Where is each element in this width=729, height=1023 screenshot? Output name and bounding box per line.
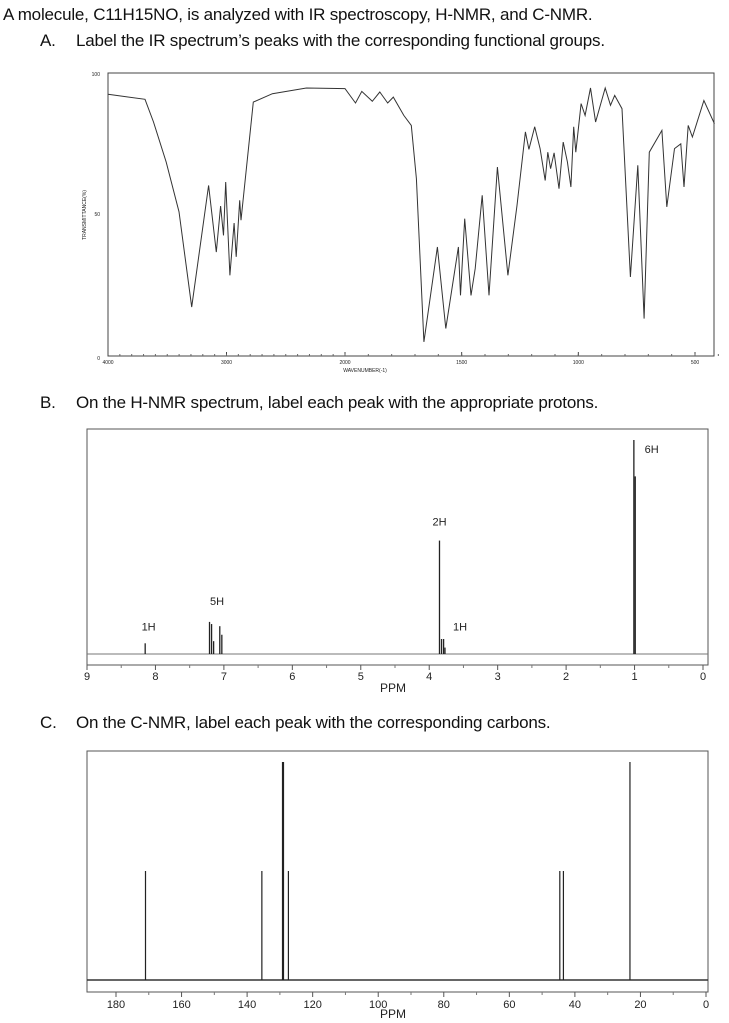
cnmr-xtick-label: 180 [107, 999, 125, 1011]
hnmr-xtick-label: 3 [495, 671, 501, 683]
cnmr-xtick-label: 20 [634, 999, 646, 1011]
ir-ytick-50: 50 [94, 212, 100, 218]
cnmr-plot-frame [86, 750, 709, 993]
ir-xtick-label: 4000 [102, 360, 113, 366]
question-c-text: On the C-NMR, label each peak with the c… [76, 713, 551, 732]
h-nmr-spectrum-chart: 9 8 7 6 5 4 3 2 1 0 1H 5H 2H 1H 6H PPM [84, 428, 709, 695]
cnmr-xtick-label: 40 [569, 999, 581, 1011]
cnmr-xtick-label: 80 [438, 999, 450, 1011]
hnmr-integration-label: 1H [453, 621, 467, 633]
hnmr-integration-label: 5H [210, 596, 224, 608]
question-b-text: On the H-NMR spectrum, label each peak w… [76, 393, 599, 412]
hnmr-plot-frame [86, 428, 709, 666]
ir-ylabel: TRANSMITTANCE(%) [82, 190, 88, 240]
cnmr-xtick-label: 160 [172, 999, 190, 1011]
question-a-letter: A. [40, 31, 56, 50]
hnmr-xtick-label: 8 [152, 671, 158, 683]
ir-xlabel: WAVENUMBER(-1) [343, 368, 387, 374]
ir-ytick-0: 0 [97, 356, 100, 362]
cnmr-xlabel: PPM [380, 1007, 406, 1021]
cnmr-xtick-label: 60 [503, 999, 515, 1011]
cnmr-xtick-label: 120 [303, 999, 321, 1011]
ir-xtick-label: 1000 [573, 360, 584, 366]
cnmr-xtick-label: 140 [238, 999, 256, 1011]
hnmr-xtick-label: 1 [631, 671, 637, 683]
hnmr-xlabel: PPM [380, 681, 406, 695]
question-b-letter: B. [40, 393, 56, 412]
hnmr-xtick-label: 7 [221, 671, 227, 683]
ir-spectrum-chart: 0 50 100 TRANSMITTANCE(%) WAVENUMBER(-1)… [82, 72, 719, 374]
question-a-text: Label the IR spectrum’s peaks with the c… [76, 31, 605, 50]
ir-xtick-label: 3000 [221, 360, 232, 366]
hnmr-integration-label: 6H [645, 444, 659, 456]
hnmr-integration-label: 2H [432, 517, 446, 529]
cnmr-xtick-label: 0 [703, 999, 709, 1011]
hnmr-xtick-label: 4 [426, 671, 432, 683]
ir-plot-frame [107, 72, 715, 357]
cnmr-xtick-label: 100 [369, 999, 387, 1011]
c-nmr-spectrum-chart: 180 160 140 120 100 80 60 40 20 0 PPM [86, 750, 709, 1021]
ir-xtick-label: 500 [691, 360, 700, 366]
ir-xtick-label: 2000 [339, 360, 350, 366]
hnmr-xtick-label: 2 [563, 671, 569, 683]
question-c-letter: C. [40, 713, 57, 732]
hnmr-xtick-label: 9 [84, 671, 90, 683]
hnmr-xtick-label: 6 [289, 671, 295, 683]
ir-spectrum-trace [107, 86, 715, 342]
ir-ytick-100: 100 [92, 72, 101, 78]
hnmr-xtick-label: 5 [358, 671, 364, 683]
hnmr-xtick-label: 0 [700, 671, 706, 683]
ir-xtick-label: 1500 [456, 360, 467, 366]
page-title: A molecule, C11H15NO, is analyzed with I… [3, 5, 593, 24]
hnmr-integration-label: 1H [142, 621, 156, 633]
